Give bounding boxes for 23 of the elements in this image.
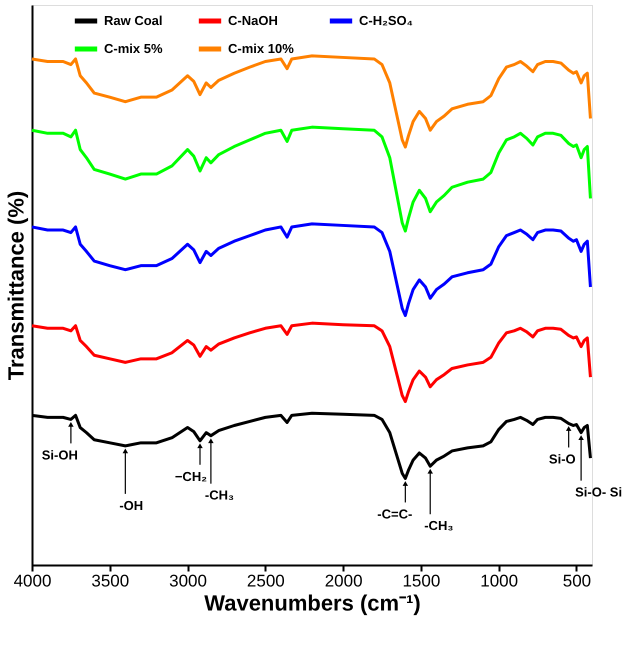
annotation: -OH [119, 498, 144, 513]
annotation: Si-OH [42, 447, 78, 462]
legend-label: C-mix 5% [104, 41, 163, 56]
x-tick-label: 1500 [402, 572, 440, 590]
legend-label: C-H₂SO₄ [359, 13, 413, 28]
x-tick-label: 2500 [246, 572, 285, 590]
annotation: Si-O [548, 451, 576, 466]
x-tick-label: 1000 [480, 572, 518, 590]
legend-label: C-NaOH [228, 13, 278, 28]
annotation: Si-O- Si [575, 484, 622, 500]
x-tick-label: 2000 [324, 572, 363, 590]
x-tick-label: 3500 [91, 572, 130, 590]
legend-label: C-mix 10% [228, 41, 294, 56]
annotation: -CH₃ [204, 488, 234, 503]
x-axis-title: Wavenumbers (cm⁻¹) [204, 590, 421, 616]
annotation: −CH₂ [174, 468, 208, 484]
legend-label: Raw Coal [104, 13, 163, 28]
annotation: -C=C- [377, 506, 412, 522]
x-tick-label: 3000 [169, 572, 207, 590]
x-tick-label: 4000 [14, 572, 52, 590]
annotation: -CH₃ [424, 518, 454, 534]
y-axis-title: Transmittance (%) [4, 190, 28, 380]
x-tick-label: 500 [562, 572, 592, 590]
